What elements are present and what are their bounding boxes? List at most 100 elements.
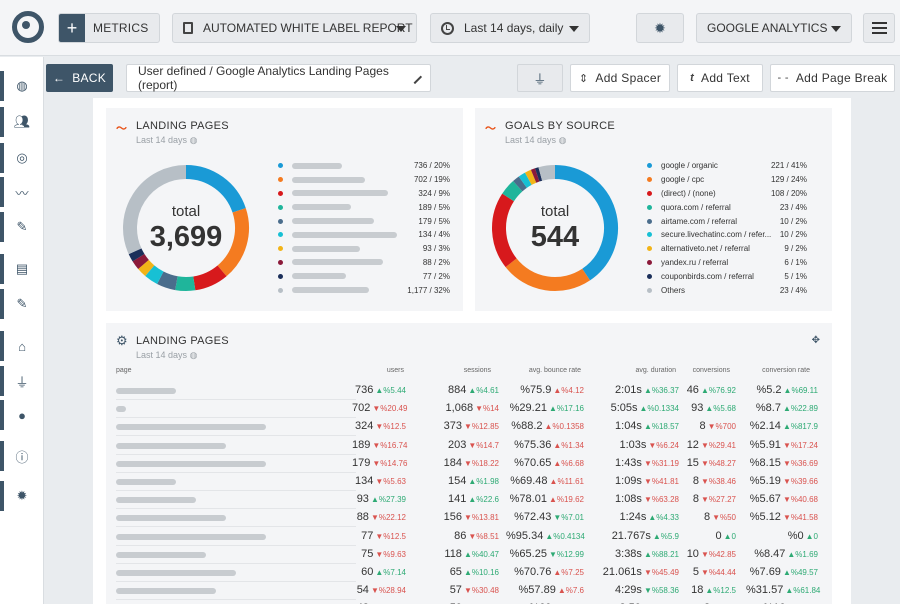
report-selector[interactable]: AUTOMATED WHITE LABEL REPORT	[172, 13, 417, 43]
donut-slice-5[interactable]	[518, 172, 532, 188]
donut-slice-3[interactable]	[502, 180, 523, 202]
sidebar-item-edit[interactable]: ✎	[0, 289, 44, 319]
cell-value: %16	[763, 602, 785, 604]
table-cell: 65 ▲%10.16	[426, 566, 499, 578]
table-row[interactable]: 77 ▼%12.5 86 ▼%8.51 %95.34 ▲%0.4134 21.767s ▲%5…	[106, 528, 832, 546]
donut-slice-9[interactable]	[538, 165, 556, 181]
table-cell: %8.7 ▲%22.89	[746, 402, 818, 414]
plug-icon: ⏚	[533, 71, 547, 87]
table-row[interactable]: 179 ▼%14.76 184 ▼%18.22 %70.65 ▲%6.68 1:43s ▼%3…	[106, 455, 832, 473]
table-cell: 1:03s ▼%6.24	[601, 439, 679, 451]
cell-value: 21.061s	[602, 566, 642, 578]
add-page-break-button[interactable]: - - Add Page Break	[770, 64, 895, 92]
metrics-button[interactable]: + METRICS	[58, 13, 160, 43]
app-logo[interactable]	[12, 11, 44, 43]
table-cell: 54 ▼%28.94	[352, 584, 406, 596]
table-row[interactable]: 48▲%33.33 50▲%38.88 %60▲%8.75 2:50s▲%0.918▲…	[106, 600, 832, 604]
sidebar-item-account[interactable]: ●	[0, 400, 44, 430]
cell-value: %5.91	[749, 438, 781, 451]
breadcrumb[interactable]: User defined / Google Analytics Landing …	[126, 64, 431, 92]
cell-value: 75	[361, 547, 374, 560]
table-row[interactable]: 54 ▼%28.94 57 ▼%30.48 %57.89 ▲%7.6 4:29s ▼%58.3…	[106, 582, 832, 601]
cell-delta: ▼%20.49	[372, 404, 408, 414]
cell-delta: ▼%12.99	[548, 549, 584, 559]
donut-slice-4[interactable]	[513, 176, 527, 192]
donut-slice-1[interactable]	[217, 208, 249, 277]
main-menu-button[interactable]	[863, 13, 895, 43]
table-row[interactable]: 189 ▼%16.74 203 ▼%14.7 %75.36 ▲%1.34 1:03s ▼%6.…	[106, 437, 832, 455]
sidebar-item-design[interactable]: ✎	[0, 212, 44, 242]
gear-icon[interactable]: ⚙	[116, 333, 128, 348]
legend-label-redacted	[292, 162, 342, 169]
add-spacer-button[interactable]: ⇕ Add Spacer	[570, 64, 670, 92]
sidebar-item-target[interactable]: ◎	[0, 143, 44, 173]
bug-report-button[interactable]: ✹	[636, 13, 684, 43]
cell-value: %70.76	[514, 566, 552, 578]
cell-delta: ▼%38.46	[700, 477, 736, 486]
cell-value: 373	[443, 420, 462, 433]
legend-value: 129 / 24%	[770, 175, 807, 185]
donut-slice-8[interactable]	[534, 167, 543, 182]
table-row[interactable]: 134 ▼%5.63 154 ▲%1.98 %69.48 ▲%11.61 1:09s ▼%41…	[106, 473, 832, 491]
legend-item: 179 / 5%	[278, 214, 450, 228]
data-source-selector[interactable]: GOOGLE ANALYTICS	[696, 13, 852, 43]
cell-delta: ▼%45.49	[643, 568, 679, 577]
column-header-bounce-rate: avg. bounce rate	[528, 367, 581, 374]
sidebar-item-integrations[interactable]: ⏚	[0, 366, 44, 396]
table-row[interactable]: 75 ▼%9.63 118 ▲%40.47 %65.25 ▼%12.99 3:38s ▲%88…	[106, 546, 832, 564]
legend-value: 221 / 41%	[770, 161, 807, 171]
donut-slice-7[interactable]	[530, 168, 540, 183]
cell-delta: ▲%0.1358	[544, 422, 585, 432]
donut-slice-6[interactable]	[138, 259, 155, 277]
table-cell: %2.14 ▲%817.9	[746, 420, 818, 432]
legend-label-redacted	[292, 176, 365, 183]
table-row[interactable]: 60 ▲%7.14 65 ▲%10.16 %70.76 ▲%7.25 21.061s ▼%45…	[106, 564, 832, 582]
legend-label: (direct) / (none)	[661, 188, 716, 198]
cell-value: %75.9	[520, 384, 552, 396]
donut-slice-4[interactable]	[157, 271, 178, 291]
donut-slice-0[interactable]	[554, 165, 618, 281]
donut-slice-5[interactable]	[145, 265, 164, 284]
clipboard-icon: ▤	[15, 261, 29, 276]
donut-slice-3[interactable]	[175, 276, 196, 291]
donut-slice-2[interactable]	[492, 193, 517, 268]
sidebar-item-institution[interactable]: ⌂	[0, 331, 44, 361]
table-row[interactable]: 324 ▼%12.5 373 ▼%12.85 %88.2 ▲%0.1358 1:04s ▲%1…	[106, 418, 832, 437]
expand-icon[interactable]: ✥	[811, 335, 820, 346]
donut-slice-7[interactable]	[132, 253, 149, 270]
sidebar-item-web[interactable]: ◍	[0, 71, 44, 101]
table-row[interactable]: 736 ▲%5.44 884 ▲%4.61 %75.9 ▲%4.12 2:01s ▲%36.3…	[106, 382, 832, 400]
table-row[interactable]: 93 ▲%27.39 141 ▲%22.6 %78.01 ▲%19.62 1:08s ▼%63…	[106, 491, 832, 510]
donut-slice-1[interactable]	[505, 258, 590, 291]
add-text-button[interactable]: t Add Text	[677, 64, 763, 92]
cell-delta: ▲%0.1334	[639, 404, 680, 414]
report-label: AUTOMATED WHITE LABEL REPORT	[203, 21, 413, 35]
table-row[interactable]: 88 ▼%22.12 156 ▼%13.81 %72.43 ▼%7.01 1:24s ▲%4.…	[106, 509, 832, 528]
cell-delta: ▲%11.61	[549, 477, 584, 486]
sidebar-item-info[interactable]: ⓘ	[0, 441, 44, 471]
donut-slice-6[interactable]	[524, 169, 537, 185]
donut-slice-8[interactable]	[128, 248, 145, 262]
donut-slice-9[interactable]	[123, 165, 187, 255]
table-row[interactable]: 702 ▼%20.49 1,068 ▼%14 %29.21 ▲%17.16 5:05s ▲%0…	[106, 400, 832, 419]
donut-slice-0[interactable]	[185, 165, 246, 213]
sidebar-item-trends[interactable]: 〰	[0, 177, 44, 207]
page-url-redacted	[116, 460, 266, 467]
table-cell: 1:24s ▲%4.33	[601, 511, 679, 523]
back-button[interactable]: ← BACK	[46, 64, 113, 92]
donut-slice-2[interactable]	[192, 265, 227, 291]
sidebar-item-reports[interactable]: ▤	[0, 254, 44, 284]
plugin-button[interactable]: ⏚	[517, 64, 563, 92]
legend-value: 702 / 19%	[413, 175, 450, 185]
cell-value: 203	[448, 438, 467, 451]
cell-value: %60	[529, 602, 551, 604]
sidebar-item-debug[interactable]: ✹	[0, 481, 44, 511]
table-cell: 736 ▲%5.44	[352, 384, 406, 396]
date-range-selector[interactable]: Last 14 days, daily	[430, 13, 590, 43]
column-header-conversion-rate: conversion rate	[762, 367, 810, 374]
sidebar-item-users[interactable]: 👥︎	[0, 107, 44, 137]
add-text-label: Add Text	[701, 71, 750, 85]
table-cell: 203 ▼%14.7	[426, 439, 499, 451]
legend-item: couponbirds.com / referral 5 / 1%	[647, 269, 807, 283]
cell-delta: ▼%7.01	[553, 513, 584, 523]
